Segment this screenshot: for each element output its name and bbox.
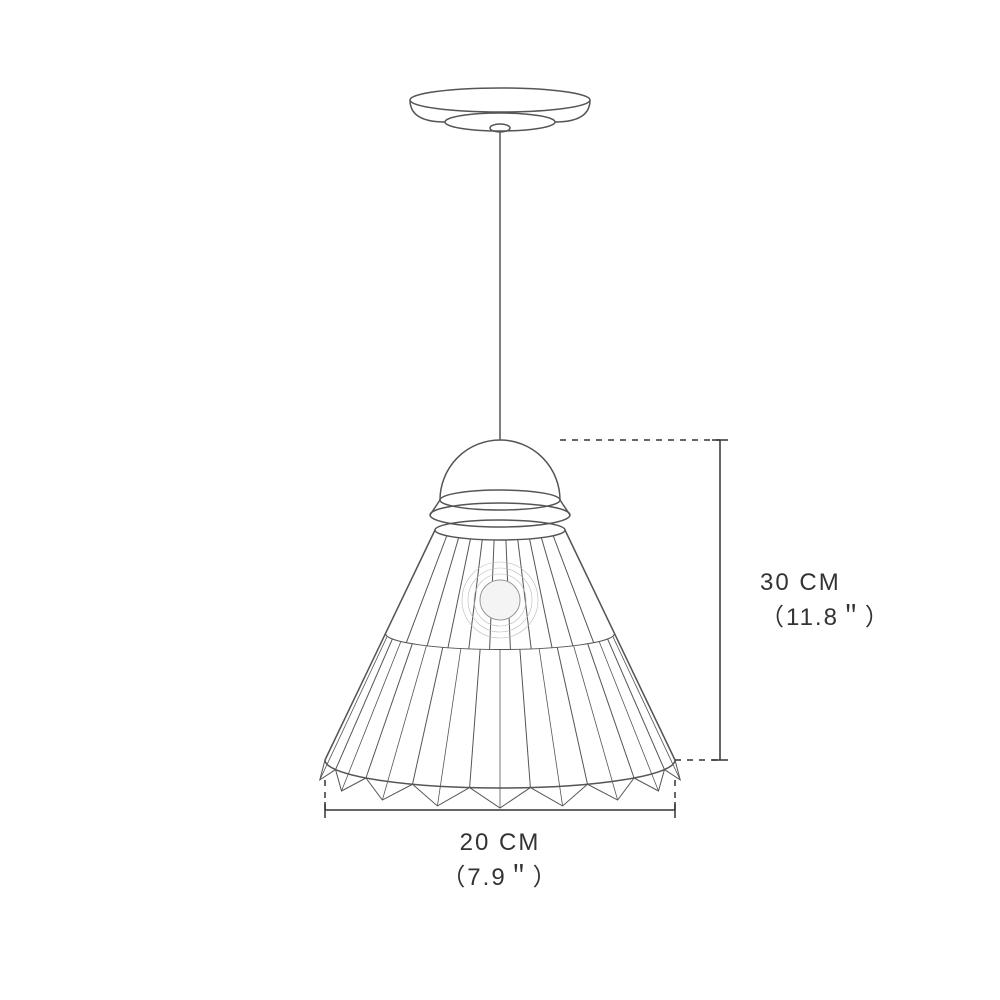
height-inch-label: （11.8＂） [760,604,891,631]
width-cm-label: 20 CM [460,829,541,856]
height-cm-label: 30 CM [760,569,841,596]
width-inch-label: （7.9＂） [441,864,558,891]
